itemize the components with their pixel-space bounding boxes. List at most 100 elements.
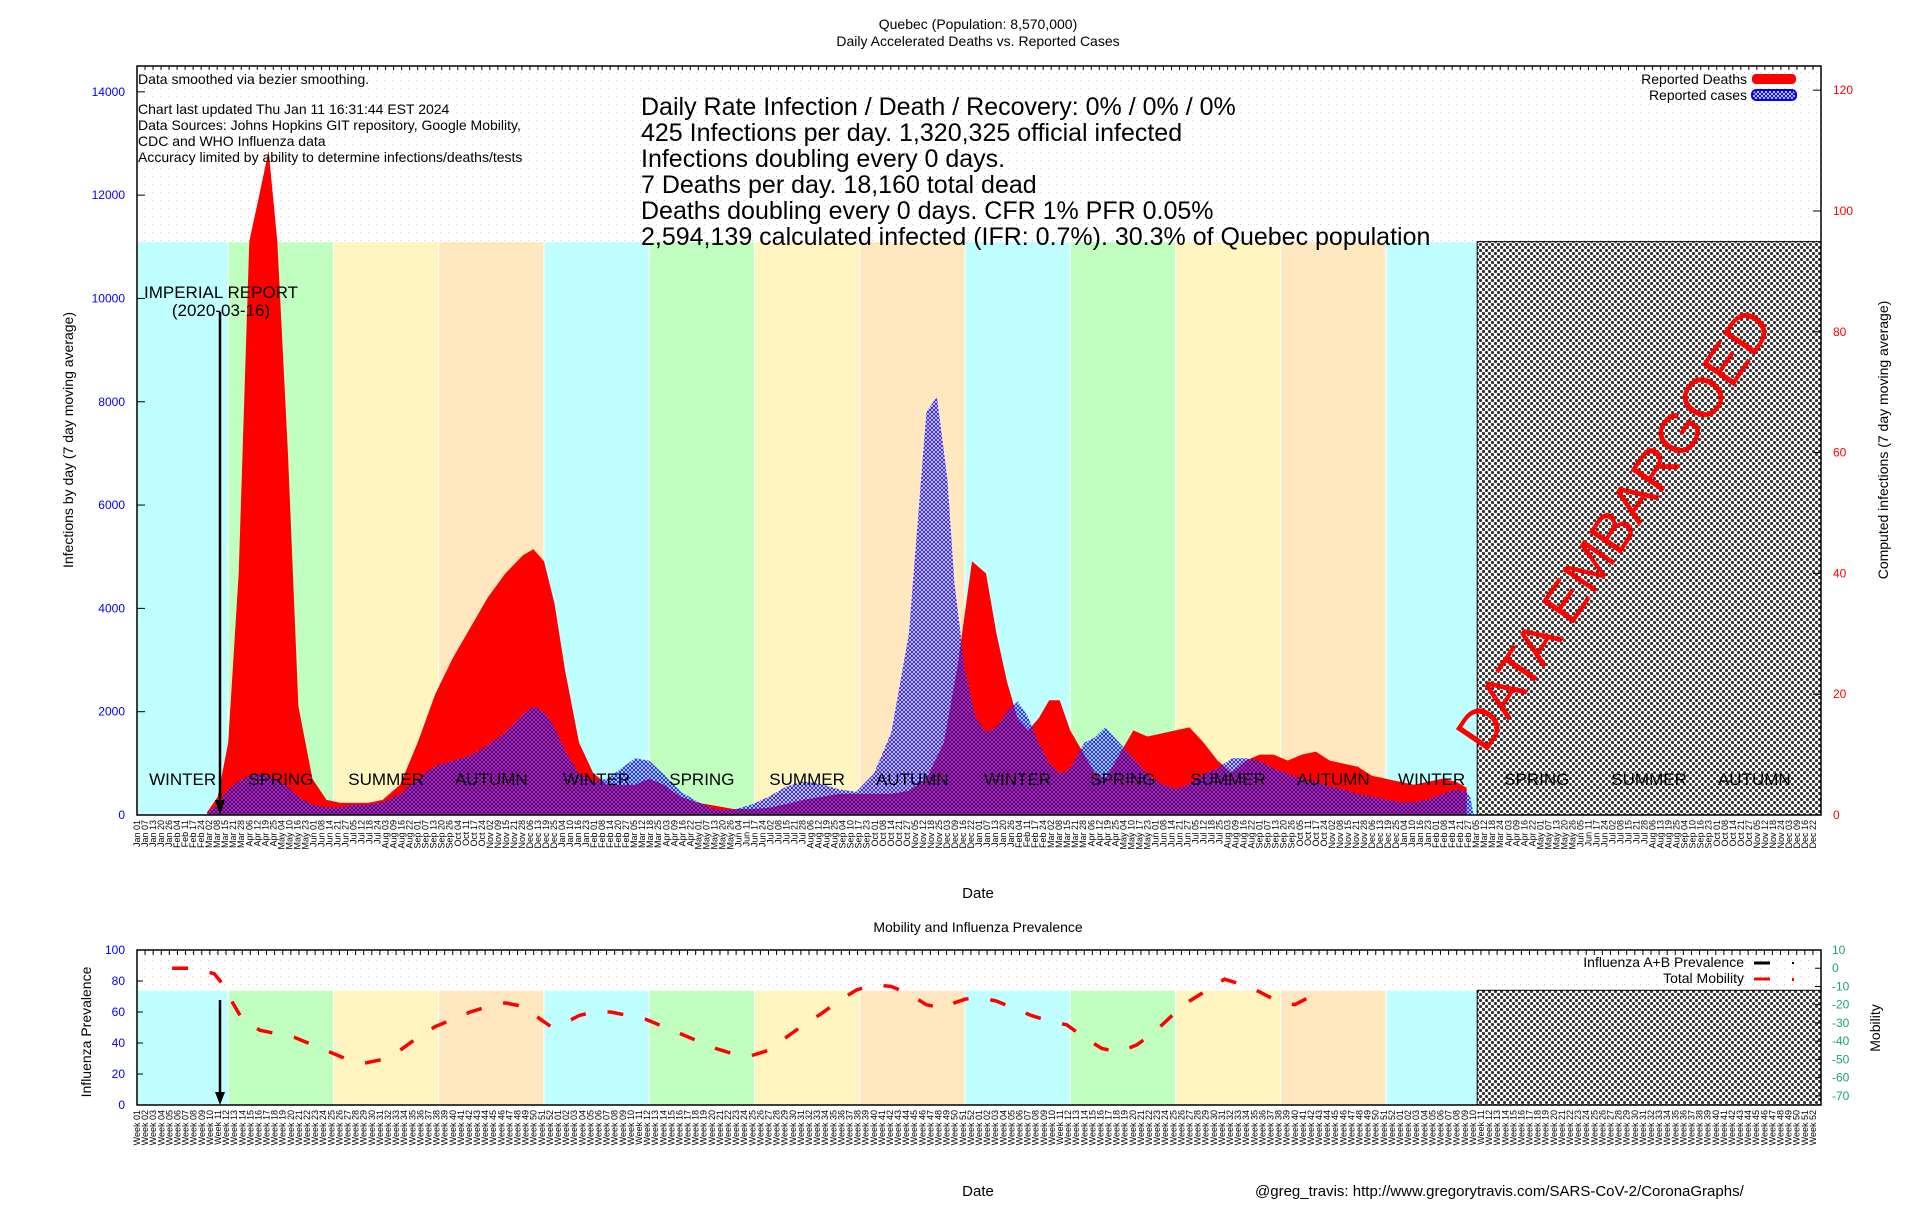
x-tick-label: Week 44 bbox=[480, 1110, 490, 1145]
x-tick-label: Week 18 bbox=[270, 1110, 280, 1145]
x-tick-label: Week 35 bbox=[1670, 1110, 1680, 1145]
x-tick-label: Jun 08 bbox=[1158, 820, 1168, 847]
x-tick-label: Week 23 bbox=[731, 1110, 741, 1145]
x-tick-label: Mar 18 bbox=[1487, 820, 1497, 848]
x-tick-label: Week 49 bbox=[942, 1110, 952, 1145]
x-tick-label: Week 51 bbox=[958, 1110, 968, 1145]
x-tick-label: Week 33 bbox=[812, 1110, 822, 1145]
embargo-region-bottom bbox=[1476, 989, 1822, 1106]
x-tick-label: Jun 21 bbox=[1174, 820, 1184, 847]
x-tick-label: Week 37 bbox=[844, 1110, 854, 1145]
x-tick-label: Week 01 bbox=[1395, 1110, 1405, 1145]
bottom-plot-area bbox=[136, 949, 1822, 1106]
x-tick-label: Feb 21 bbox=[1455, 820, 1465, 848]
legend-swatch-cases bbox=[1751, 89, 1797, 101]
x-tick-label: Week 06 bbox=[1014, 1110, 1024, 1145]
x-tick-label: Mar 08 bbox=[212, 820, 222, 848]
x-tick-label: Week 24 bbox=[1581, 1110, 1591, 1145]
x-tick-label: Jul 21 bbox=[1632, 820, 1642, 844]
x-tick-label: Week 05 bbox=[1427, 1110, 1437, 1145]
x-tick-label: Dec 25 bbox=[549, 820, 559, 849]
x-tick-label: Jun 17 bbox=[749, 820, 759, 847]
x-tick-label: Dec 13 bbox=[533, 820, 543, 849]
x-tick-label: Feb 04 bbox=[172, 820, 182, 848]
x-tick-label: Jun 27 bbox=[1182, 820, 1192, 847]
x-tick-label: Week 40 bbox=[1711, 1110, 1721, 1145]
x-tick-label: Week 27 bbox=[764, 1110, 774, 1145]
y-tick-label: 12000 bbox=[92, 188, 126, 202]
x-tick-label: Week 45 bbox=[1751, 1110, 1761, 1145]
x-tick-label: Mar 15 bbox=[220, 820, 230, 848]
x-tick-label: Week 37 bbox=[1265, 1110, 1275, 1145]
x-tick-label: Week 31 bbox=[375, 1110, 385, 1145]
x-tick-label: Jul 08 bbox=[1616, 820, 1626, 844]
x-tick-label: May 04 bbox=[276, 820, 286, 850]
season-label: SPRING bbox=[669, 770, 734, 789]
x-tick-label: Aug 25 bbox=[1672, 820, 1682, 849]
x-tick-label: Week 13 bbox=[229, 1110, 239, 1145]
x-tick-label: Week 25 bbox=[1168, 1110, 1178, 1145]
x-tick-label: Week 40 bbox=[1290, 1110, 1300, 1145]
x-tick-label: Week 28 bbox=[351, 1110, 361, 1145]
x-tick-label: Sep 01 bbox=[413, 820, 423, 849]
x-tick-label: Jun 11 bbox=[1583, 820, 1593, 846]
x-tick-label: Week 02 bbox=[140, 1110, 150, 1145]
x-tick-label: Feb 17 bbox=[1030, 820, 1040, 848]
stat-line: Deaths doubling every 0 days. CFR 1% PFR… bbox=[641, 197, 1214, 225]
x-tick-label: Week 41 bbox=[877, 1110, 887, 1145]
x-tick-label: May 04 bbox=[1118, 820, 1128, 850]
x-tick-label: Week 39 bbox=[1703, 1110, 1713, 1145]
x-tick-label: Dec 16 bbox=[1800, 820, 1810, 849]
x-tick-label: Aug 25 bbox=[830, 820, 840, 849]
x-tick-label: Apr 22 bbox=[1527, 820, 1537, 847]
x-tick-label: Week 21 bbox=[1136, 1110, 1146, 1145]
annotation-date: (2020-03-16) bbox=[172, 301, 270, 320]
x-tick-label: Week 10 bbox=[626, 1110, 636, 1145]
x-tick-label: Feb 27 bbox=[621, 820, 631, 848]
stat-line: 7 Deaths per day. 18,160 total dead bbox=[641, 171, 1037, 199]
x-tick-label: Week 43 bbox=[1735, 1110, 1745, 1145]
x-tick-label: Week 32 bbox=[383, 1110, 393, 1145]
x-tick-label: Week 08 bbox=[1452, 1110, 1462, 1145]
x-tick-label: Week 29 bbox=[359, 1110, 369, 1145]
x-tick-label: Jun 05 bbox=[1575, 820, 1585, 847]
x-tick-label: Week 37 bbox=[1686, 1110, 1696, 1145]
legend-point-influenza bbox=[1792, 962, 1794, 964]
x-tick-label: Week 43 bbox=[893, 1110, 903, 1145]
season-band bbox=[1280, 989, 1387, 1106]
x-tick-label: Week 35 bbox=[828, 1110, 838, 1145]
x-tick-label: Week 30 bbox=[788, 1110, 798, 1145]
x-tick-label: Mar 12 bbox=[637, 820, 647, 848]
x-tick-label: Week 19 bbox=[1541, 1110, 1551, 1145]
x-tick-label: Week 48 bbox=[1776, 1110, 1786, 1145]
x-tick-label: Week 34 bbox=[1241, 1110, 1251, 1145]
y2-tick-label: 100 bbox=[1833, 204, 1853, 218]
y-tick-label: 2000 bbox=[98, 705, 125, 719]
legend-label-deaths: Reported Deaths bbox=[1641, 71, 1747, 87]
note-line: Accuracy limited by ability to determine… bbox=[138, 149, 522, 165]
x-tick-label: Dec 19 bbox=[1383, 820, 1393, 849]
y2-tick-label: 80 bbox=[1833, 325, 1847, 339]
x-tick-label: Sep 23 bbox=[1704, 820, 1714, 849]
x-tick-label: Sep 07 bbox=[1263, 820, 1273, 849]
x-tick-label: Week 17 bbox=[683, 1110, 693, 1145]
x-tick-label: Week 08 bbox=[610, 1110, 620, 1145]
y-tick-label: 10000 bbox=[92, 291, 126, 305]
x-tick-label: Week 15 bbox=[1087, 1110, 1097, 1145]
x-tick-label: Week 31 bbox=[1638, 1110, 1648, 1145]
x-tick-label: Feb 24 bbox=[196, 820, 206, 848]
y-tick-label: 80 bbox=[112, 974, 126, 988]
x-tick-label: Week 51 bbox=[537, 1110, 547, 1145]
x-tick-label: Week 02 bbox=[561, 1110, 571, 1145]
x-tick-label: May 23 bbox=[1142, 820, 1152, 850]
embargo-region bbox=[1476, 241, 1822, 816]
x-tick-label: Week 43 bbox=[1314, 1110, 1324, 1145]
x-tick-label: Week 39 bbox=[861, 1110, 871, 1145]
x-tick-label: Week 13 bbox=[1071, 1110, 1081, 1145]
x-tick-label: May 26 bbox=[725, 820, 735, 850]
x-tick-label: Week 37 bbox=[423, 1110, 433, 1145]
x-tick-label: Week 21 bbox=[294, 1110, 304, 1145]
season-label: SPRING bbox=[1504, 770, 1569, 789]
x-tick-label: Week 05 bbox=[1006, 1110, 1016, 1145]
x-tick-label: Jan 10 bbox=[565, 820, 575, 847]
